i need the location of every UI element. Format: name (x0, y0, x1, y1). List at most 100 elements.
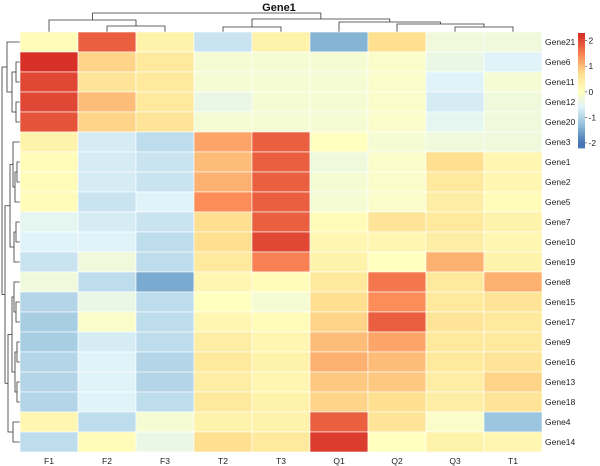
legend-color-step (578, 139, 585, 143)
heatmap-cell (309, 151, 369, 173)
heatmap-cell (425, 411, 485, 433)
heatmap-cell (309, 231, 369, 253)
heatmap-cell (135, 111, 195, 133)
heatmap-cell (135, 371, 195, 393)
heatmap-cell (425, 351, 485, 373)
legend-color-step (578, 133, 585, 137)
heatmap-cell (483, 191, 543, 213)
dendrogram-branch (13, 281, 20, 313)
heatmap-cell (425, 311, 485, 333)
legend-color-step (578, 113, 585, 117)
heatmap-cell (77, 391, 137, 413)
heatmap-cell (309, 191, 369, 213)
heatmap-cell (309, 331, 369, 353)
legend-color-step (578, 44, 585, 48)
heatmap-cell (77, 91, 137, 113)
heatmap-cell (367, 191, 427, 213)
row-label: Gene6 (545, 57, 571, 67)
row-label: Gene17 (545, 317, 576, 327)
legend-tick-label: -2 (589, 138, 597, 148)
dendrogram-branch (338, 21, 441, 32)
heatmap-cell (77, 431, 137, 453)
heatmap-cell (425, 151, 485, 173)
heatmap-cell (135, 411, 195, 433)
heatmap-cell (367, 411, 427, 433)
legend-color-step (578, 70, 585, 74)
row-label: Gene3 (545, 137, 571, 147)
heatmap-cell (309, 371, 369, 393)
heatmap-cell (483, 311, 543, 333)
legend-color-step (578, 35, 585, 40)
heatmap-cell (251, 391, 311, 413)
heatmap-cell (19, 51, 79, 73)
row-label: Gene13 (545, 377, 576, 387)
dendrogram-branch (12, 421, 20, 443)
heatmap-cell (77, 31, 137, 53)
legend-color-step (578, 110, 585, 114)
heatmap-cell (483, 331, 543, 353)
heatmap-cell (483, 71, 543, 93)
heatmap-cell (483, 91, 543, 113)
heatmap-cell (193, 271, 253, 293)
legend-color-step (578, 116, 585, 120)
heatmap-cell (193, 251, 253, 273)
heatmap-cell (77, 231, 137, 253)
row-labels: Gene21 Gene6 Gene11 Gene12 Gene20 Gene3 Gene1 G… (545, 37, 576, 447)
row-label: Gene14 (545, 437, 576, 447)
heatmap-cell (425, 251, 485, 273)
heatmap-cell (19, 251, 79, 273)
heatmap-cell (193, 211, 253, 233)
heatmap-cell (193, 391, 253, 413)
legend-color-step (578, 136, 585, 140)
heatmap-cell (19, 291, 79, 313)
heatmap-cell (193, 291, 253, 313)
row-label: Gene20 (545, 117, 576, 127)
row-label: Gene11 (545, 77, 575, 87)
heatmap-cell (19, 371, 79, 393)
heatmap-cell (193, 111, 253, 133)
heatmap-cell (193, 191, 253, 213)
heatmap-cell (483, 411, 543, 433)
heatmap-cell (19, 351, 79, 373)
heatmap-cell (483, 51, 543, 73)
heatmap-cell (367, 311, 427, 333)
heatmap-cell (367, 171, 427, 193)
heatmap-cell (135, 251, 195, 273)
heatmap-cell (135, 211, 195, 233)
heatmap-cell (367, 71, 427, 93)
heatmap-cell (309, 311, 369, 333)
row-label: Gene19 (545, 257, 576, 267)
row-label: Gene4 (545, 417, 571, 427)
legend-tick-label: 1 (589, 61, 594, 71)
heatmap-cell (251, 71, 311, 93)
heatmap-cell (251, 211, 311, 233)
legend-tick-label: 0 (589, 87, 594, 97)
heatmap-cell (135, 311, 195, 333)
column-labels: F1 F2 F3 T2 T3 Q1 Q2 Q3 T1 (44, 456, 518, 466)
heatmap-cell (251, 131, 311, 153)
heatmap-cell (251, 91, 311, 113)
heatmap-cell (193, 131, 253, 153)
dendrogram-branch (454, 26, 514, 32)
heatmap-cell (19, 311, 79, 333)
row-label: Gene12 (545, 97, 576, 107)
heatmap-cell (193, 151, 253, 173)
heatmap-cell (425, 231, 485, 253)
legend-color-step (578, 64, 585, 68)
row-label: Gene18 (545, 397, 576, 407)
heatmap-cell (367, 351, 427, 373)
heatmap-cell (425, 111, 485, 133)
heatmap-cell (193, 371, 253, 393)
heatmap-cell (19, 151, 79, 173)
heatmap-cell (483, 151, 543, 173)
column-label: T2 (218, 456, 228, 466)
row-label: Gene10 (545, 237, 576, 247)
dendrogram-branch (15, 101, 20, 123)
heatmap-cell (367, 111, 427, 133)
heatmap-cell (251, 431, 311, 453)
heatmap-cell (483, 231, 543, 253)
dendrogram-branch (16, 381, 20, 403)
heatmap-cell (135, 331, 195, 353)
heatmap-cell (251, 171, 311, 193)
